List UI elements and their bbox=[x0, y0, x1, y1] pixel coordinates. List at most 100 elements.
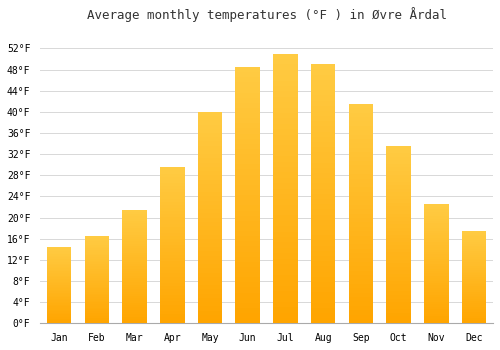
Bar bbox=[47, 270, 72, 271]
Bar bbox=[273, 59, 297, 64]
Bar bbox=[236, 108, 260, 113]
Bar bbox=[273, 113, 297, 118]
Bar bbox=[122, 251, 147, 253]
Bar bbox=[236, 154, 260, 159]
Bar bbox=[236, 262, 260, 267]
Bar bbox=[84, 280, 109, 281]
Bar bbox=[386, 171, 411, 175]
Bar bbox=[198, 298, 222, 302]
Bar bbox=[273, 86, 297, 91]
Bar bbox=[386, 302, 411, 306]
Bar bbox=[84, 283, 109, 285]
Bar bbox=[122, 289, 147, 292]
Bar bbox=[160, 227, 184, 230]
Bar bbox=[273, 80, 297, 86]
Bar bbox=[47, 250, 72, 251]
Bar bbox=[122, 217, 147, 219]
Bar bbox=[311, 95, 336, 100]
Bar bbox=[236, 257, 260, 262]
Bar bbox=[424, 268, 448, 271]
Bar bbox=[424, 233, 448, 235]
Bar bbox=[348, 152, 373, 156]
Bar bbox=[462, 231, 486, 323]
Bar bbox=[386, 224, 411, 228]
Bar bbox=[236, 298, 260, 303]
Bar bbox=[84, 316, 109, 318]
Bar bbox=[424, 278, 448, 280]
Bar bbox=[84, 246, 109, 248]
Bar bbox=[311, 152, 336, 158]
Bar bbox=[273, 97, 297, 102]
Bar bbox=[348, 183, 373, 187]
Bar bbox=[424, 245, 448, 247]
Bar bbox=[122, 214, 147, 217]
Bar bbox=[84, 294, 109, 295]
Bar bbox=[424, 211, 448, 214]
Bar bbox=[273, 54, 297, 59]
Bar bbox=[273, 178, 297, 183]
Bar bbox=[160, 233, 184, 236]
Bar bbox=[348, 253, 373, 258]
Bar bbox=[424, 292, 448, 295]
Bar bbox=[424, 216, 448, 219]
Bar bbox=[160, 236, 184, 239]
Bar bbox=[122, 273, 147, 275]
Bar bbox=[122, 303, 147, 305]
Bar bbox=[311, 85, 336, 90]
Bar bbox=[424, 273, 448, 276]
Bar bbox=[424, 259, 448, 261]
Bar bbox=[311, 121, 336, 126]
Bar bbox=[198, 306, 222, 311]
Bar bbox=[348, 240, 373, 244]
Bar bbox=[273, 70, 297, 75]
Bar bbox=[424, 240, 448, 243]
Bar bbox=[198, 133, 222, 137]
Bar bbox=[198, 256, 222, 260]
Bar bbox=[160, 289, 184, 292]
Bar bbox=[311, 256, 336, 261]
Bar bbox=[311, 240, 336, 246]
Bar bbox=[198, 163, 222, 167]
Bar bbox=[84, 271, 109, 273]
Bar bbox=[273, 124, 297, 129]
Bar bbox=[84, 274, 109, 276]
Bar bbox=[424, 295, 448, 297]
Bar bbox=[122, 255, 147, 257]
Bar bbox=[160, 314, 184, 317]
Bar bbox=[122, 230, 147, 232]
Bar bbox=[273, 270, 297, 275]
Bar bbox=[47, 276, 72, 277]
Bar bbox=[84, 306, 109, 308]
Bar bbox=[198, 180, 222, 184]
Bar bbox=[273, 313, 297, 318]
Bar bbox=[122, 292, 147, 294]
Bar bbox=[348, 293, 373, 297]
Bar bbox=[47, 251, 72, 253]
Bar bbox=[424, 321, 448, 323]
Bar bbox=[122, 316, 147, 319]
Bar bbox=[348, 148, 373, 152]
Bar bbox=[424, 261, 448, 264]
Bar bbox=[462, 290, 486, 292]
Bar bbox=[236, 159, 260, 164]
Bar bbox=[273, 253, 297, 259]
Bar bbox=[198, 289, 222, 294]
Bar bbox=[122, 307, 147, 310]
Bar bbox=[273, 259, 297, 264]
Bar bbox=[236, 169, 260, 175]
Bar bbox=[273, 210, 297, 216]
Bar bbox=[236, 226, 260, 231]
Bar bbox=[462, 249, 486, 251]
Bar bbox=[236, 77, 260, 82]
Bar bbox=[348, 170, 373, 174]
Bar bbox=[311, 251, 336, 256]
Bar bbox=[236, 67, 260, 323]
Bar bbox=[47, 284, 72, 285]
Bar bbox=[311, 220, 336, 225]
Bar bbox=[198, 129, 222, 133]
Bar bbox=[160, 245, 184, 248]
Bar bbox=[236, 293, 260, 298]
Bar bbox=[236, 92, 260, 98]
Bar bbox=[236, 303, 260, 308]
Bar bbox=[348, 279, 373, 284]
